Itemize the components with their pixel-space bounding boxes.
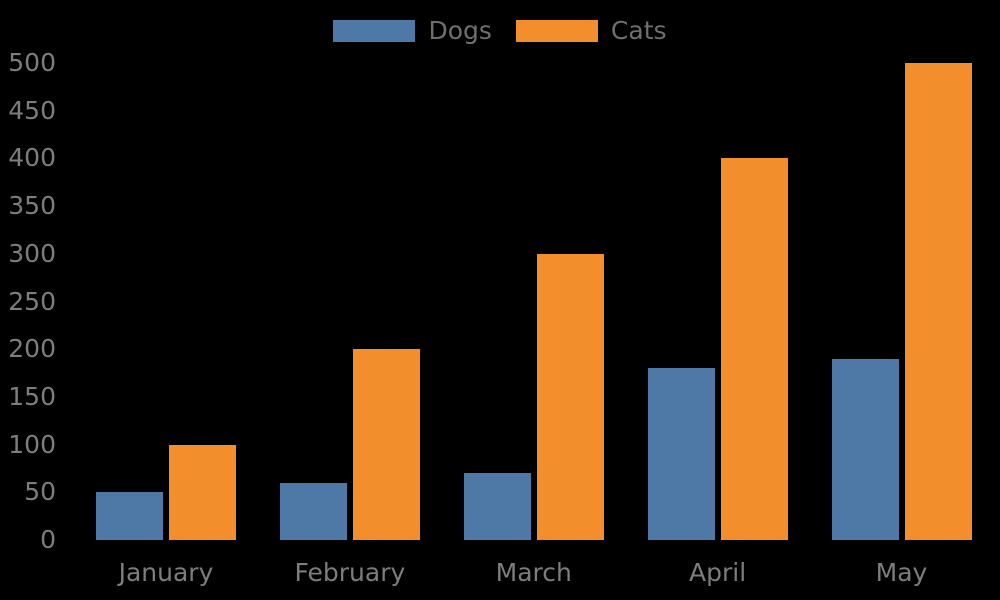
legend-label-cats: Cats xyxy=(610,16,667,45)
y-tick-label-350: 350 xyxy=(8,191,56,221)
x-tick-label-january: January xyxy=(118,558,214,587)
bar-dogs-march xyxy=(463,473,531,540)
y-tick-label-150: 150 xyxy=(8,381,56,411)
x-tick-label-april: April xyxy=(689,558,747,587)
legend-swatch-dogs xyxy=(333,20,416,42)
x-tick-label-may: May xyxy=(875,558,928,587)
bar-dogs-april xyxy=(647,368,715,540)
bar-dogs-may xyxy=(831,358,899,540)
y-tick-label-200: 200 xyxy=(8,334,56,364)
y-tick-label-0: 0 xyxy=(40,525,56,554)
legend-item-cats: Cats xyxy=(515,16,667,45)
bar-cats-february xyxy=(352,349,420,540)
y-tick-label-400: 400 xyxy=(8,143,56,173)
legend-swatch-cats xyxy=(515,20,598,42)
bar-dogs-january xyxy=(96,492,163,540)
y-tick-label-100: 100 xyxy=(8,429,56,459)
chart-legend: Dogs Cats xyxy=(0,18,1000,44)
y-tick-label-500: 500 xyxy=(8,48,56,77)
y-tick-label-300: 300 xyxy=(8,238,56,268)
bar-cats-january xyxy=(169,444,236,540)
bar-cats-april xyxy=(720,158,788,540)
bar-cats-march xyxy=(536,253,604,540)
x-tick-label-march: March xyxy=(495,558,572,587)
y-tick-label-50: 50 xyxy=(24,477,56,507)
y-tick-label-450: 450 xyxy=(8,95,56,125)
bar-dogs-february xyxy=(279,482,347,540)
x-tick-label-february: February xyxy=(294,558,406,587)
legend-item-dogs: Dogs xyxy=(333,16,492,45)
legend-label-dogs: Dogs xyxy=(428,16,492,45)
y-tick-label-250: 250 xyxy=(8,286,56,316)
bar-cats-may xyxy=(904,63,972,540)
